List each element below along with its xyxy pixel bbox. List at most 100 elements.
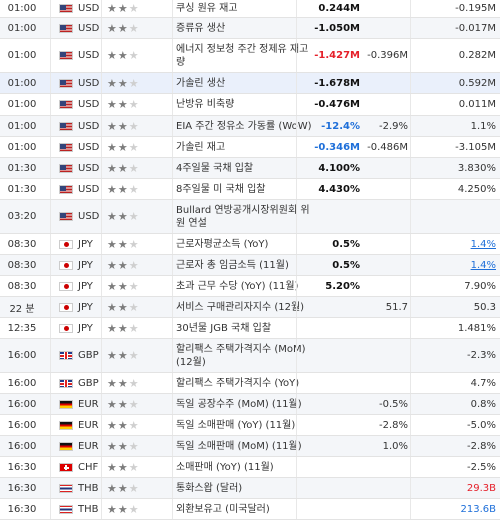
table-row[interactable]: 08:30 JPY ★ ★ ★ 근로자 총 임금소득 (11월) 0.5% 1.4%	[0, 255, 500, 276]
table-row[interactable]: 16:30 CHF ★ ★ ★ 소매판매 (YoY) (11월) -2.5%	[0, 457, 500, 478]
event-name[interactable]: 할리팩스 주택가격지수 (MoM) (12월)	[176, 343, 306, 368]
flag-thailand-icon	[58, 478, 74, 498]
column-divider	[410, 179, 411, 199]
previous-value: 0.592M	[458, 77, 496, 89]
forecast-value	[364, 73, 408, 93]
previous-value: 50.3	[473, 301, 496, 313]
column-divider	[172, 394, 173, 414]
actual-value: -0.346M	[314, 141, 360, 153]
event-name[interactable]: 가솔린 재고	[176, 141, 226, 153]
table-row[interactable]: 01:00 USD ★ ★ ★ 증류유 생산 -1.050M -0.017M	[0, 18, 500, 39]
event-time: 01:00	[7, 50, 37, 61]
event-name[interactable]: 근로자평균소득 (YoY)	[176, 238, 269, 250]
forecast-value	[364, 276, 408, 296]
event-name[interactable]: 8주일물 미 국채 입찰	[176, 183, 266, 195]
importance-stars: ★ ★ ★	[107, 234, 151, 254]
star-icon: ★	[107, 279, 117, 293]
event-name[interactable]: Bullard 연방공개시장위원회 위원 연설	[176, 204, 310, 229]
event-name[interactable]: 증류유 생산	[176, 22, 226, 34]
previous-value: 1.481%	[457, 322, 496, 334]
star-icon: ★	[117, 376, 128, 390]
event-name[interactable]: 난방유 비축량	[176, 99, 235, 110]
event-name[interactable]: 독일 소매판매 (MoM) (11월)	[176, 440, 302, 452]
column-divider	[50, 234, 51, 254]
previous-value[interactable]: 1.4%	[470, 238, 496, 250]
column-divider	[50, 499, 51, 519]
star-icon: ★	[128, 98, 139, 111]
star-icon: ★	[128, 76, 139, 90]
actual-value: -0.476M	[314, 99, 360, 110]
star-icon: ★	[107, 300, 117, 314]
event-name[interactable]: 통화스왑 (달러)	[176, 482, 243, 494]
star-icon: ★	[107, 258, 117, 272]
event-name[interactable]: 초과 근무 수당 (YoY) (11월)	[176, 280, 299, 292]
event-name[interactable]: 쿠싱 원유 재고	[176, 3, 238, 14]
currency-code: USD	[78, 3, 100, 14]
event-name[interactable]: 외환보유고 (미국달러)	[176, 503, 270, 515]
table-row[interactable]: 16:00 EUR ★ ★ ★ 독일 공장수주 (MoM) (11월) -0.5% 0.8%	[0, 394, 500, 415]
actual-value	[300, 394, 360, 414]
importance-stars: ★ ★ ★	[107, 339, 151, 372]
table-row[interactable]: 16:00 GBP ★ ★ ★ 할리팩스 주택가격지수 (YoY) 4.7%	[0, 373, 500, 394]
currency-code: USD	[78, 211, 100, 222]
event-name[interactable]: 근로자 총 임금소득 (11월)	[176, 259, 289, 271]
star-icon: ★	[117, 397, 128, 411]
table-row[interactable]: 08:30 JPY ★ ★ ★ 초과 근무 수당 (YoY) (11월) 5.20% 7.90…	[0, 276, 500, 297]
table-row[interactable]: 01:00 USD ★ ★ ★ 에너지 정보청 주간 정제유 재고량 -1.427M -0.3…	[0, 39, 500, 73]
table-row[interactable]: 16:00 GBP ★ ★ ★ 할리팩스 주택가격지수 (MoM) (12월) -2.3%	[0, 339, 500, 373]
event-name[interactable]: 독일 공장수주 (MoM) (11월)	[176, 398, 302, 410]
column-divider	[296, 0, 297, 17]
flag-japan-icon	[58, 297, 74, 317]
event-name[interactable]: 할리팩스 주택가격지수 (YoY)	[176, 377, 300, 389]
flag-germany-icon	[58, 415, 74, 435]
column-divider	[410, 73, 411, 93]
star-icon: ★	[107, 439, 117, 453]
event-name[interactable]: EIA 주간 정유소 가동률 (WoW)	[176, 120, 312, 132]
previous-value[interactable]: 1.4%	[470, 259, 496, 271]
table-row[interactable]: 01:00 USD ★ ★ ★ 가솔린 생산 -1.678M 0.592M	[0, 73, 500, 94]
table-row[interactable]: 16:00 EUR ★ ★ ★ 독일 소매판매 (YoY) (11월) -2.8% -5.0%	[0, 415, 500, 436]
currency-code: THB	[78, 482, 99, 494]
event-time: 16:30	[7, 461, 37, 473]
column-divider	[101, 394, 102, 414]
table-row[interactable]: 01:30 USD ★ ★ ★ 4주일물 국채 입찰 4.100% 3.830%	[0, 158, 500, 179]
star-icon: ★	[117, 418, 128, 432]
importance-stars: ★ ★ ★	[107, 18, 151, 38]
table-row[interactable]: 16:30 THB ★ ★ ★ 외환보유고 (미국달러) 213.6B	[0, 499, 500, 520]
table-row[interactable]: 01:30 USD ★ ★ ★ 8주일물 미 국채 입찰 4.430% 4.250%	[0, 179, 500, 200]
column-divider	[172, 436, 173, 456]
currency-code: EUR	[78, 440, 99, 452]
table-row[interactable]: 03:20 USD ★ ★ ★ Bullard 연방공개시장위원회 위원 연설	[0, 200, 500, 234]
column-divider	[410, 18, 411, 38]
event-name[interactable]: 독일 소매판매 (YoY) (11월)	[176, 419, 296, 431]
table-row[interactable]: 12:35 JPY ★ ★ ★ 30년물 JGB 국채 입찰 1.481%	[0, 318, 500, 339]
event-name[interactable]: 소매판매 (YoY) (11월)	[176, 461, 274, 473]
forecast-value: -2.8%	[378, 419, 408, 431]
table-row[interactable]: 08:30 JPY ★ ★ ★ 근로자평균소득 (YoY) 0.5% 1.4%	[0, 234, 500, 255]
column-divider	[101, 255, 102, 275]
table-row[interactable]: 01:00 USD ★ ★ ★ EIA 주간 정유소 가동률 (WoW) -12.4% -2.…	[0, 116, 500, 137]
importance-stars: ★ ★ ★	[107, 415, 151, 435]
column-divider	[296, 73, 297, 93]
column-divider	[101, 73, 102, 93]
event-name[interactable]: 에너지 정보청 주간 정제유 재고량	[176, 43, 309, 68]
event-name[interactable]: 30년물 JGB 국채 입찰	[176, 322, 272, 334]
table-row[interactable]: 01:00 USD ★ ★ ★ 난방유 비축량 -0.476M 0.011M	[0, 94, 500, 116]
column-divider	[172, 255, 173, 275]
column-divider	[296, 373, 297, 393]
event-name[interactable]: 서비스 구매관리자지수 (12월)	[176, 301, 305, 313]
column-divider	[50, 318, 51, 338]
event-name[interactable]: 4주일물 국채 입찰	[176, 162, 254, 174]
currency-code: EUR	[78, 398, 99, 410]
event-time: 12:35	[7, 322, 37, 334]
table-row[interactable]: 01:00 USD ★ ★ ★ 가솔린 재고 -0.346M -0.486M -3.105M	[0, 137, 500, 158]
actual-value	[300, 457, 360, 477]
table-row[interactable]: 22 분 JPY ★ ★ ★ 서비스 구매관리자지수 (12월) 51.7 50.3	[0, 297, 500, 318]
table-row[interactable]: 01:00 USD ★ ★ ★ 쿠싱 원유 재고 0.244M -0.195M	[0, 0, 500, 18]
table-row[interactable]: 16:30 THB ★ ★ ★ 통화스왑 (달러) 29.3B	[0, 478, 500, 499]
star-icon: ★	[107, 481, 117, 495]
table-row[interactable]: 16:00 EUR ★ ★ ★ 독일 소매판매 (MoM) (11월) 1.0% -2.8%	[0, 436, 500, 457]
star-icon: ★	[117, 300, 128, 314]
event-name[interactable]: 가솔린 생산	[176, 77, 226, 89]
